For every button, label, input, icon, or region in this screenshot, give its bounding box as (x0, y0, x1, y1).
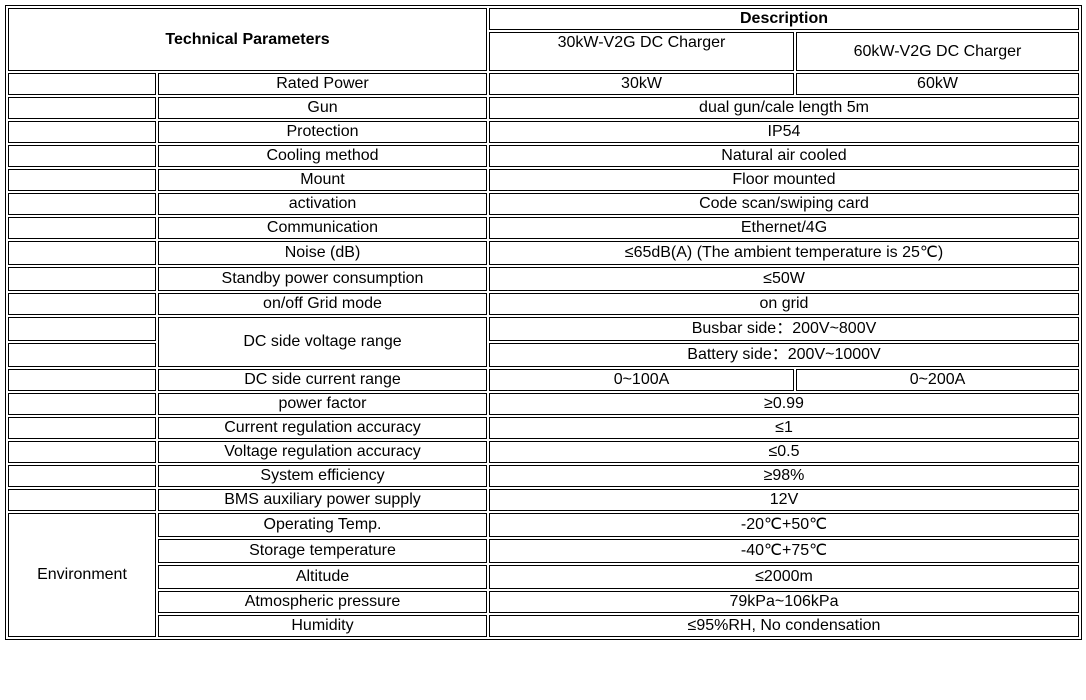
table-row: Rated Power 30kW 60kW (8, 73, 1079, 95)
table-row: Protection IP54 (8, 121, 1079, 143)
table-row: DC side voltage range Busbar side：200V~8… (8, 317, 1079, 367)
value-cell: Code scan/swiping card (489, 193, 1079, 215)
value-60kw-cell: 60kW (796, 73, 1079, 95)
empty-cell (8, 417, 156, 439)
param-cell: Cooling method (158, 145, 487, 167)
empty-cell (8, 489, 156, 511)
description-header: Description (489, 8, 1079, 30)
param-cell: on/off Grid mode (158, 293, 487, 315)
value-cell: on grid (489, 293, 1079, 315)
value-60kw-cell: 0~200A (796, 369, 1079, 391)
technical-parameters-header: Technical Parameters (8, 8, 487, 71)
value-cell: Floor mounted (489, 169, 1079, 191)
value-cell: Busbar side：200V~800V (489, 317, 1079, 341)
value-30kw-cell: 0~100A (489, 369, 794, 391)
technical-parameters-table: Technical Parameters Description 30kW-V2… (5, 5, 1082, 640)
param-cell: Communication (158, 217, 487, 239)
value-cell: Ethernet/4G (489, 217, 1079, 239)
table-row: Mount Floor mounted (8, 169, 1079, 191)
param-cell: Humidity (158, 615, 487, 637)
param-cell: Operating Temp. (158, 513, 487, 537)
value-cell: Battery side：200V~1000V (489, 343, 1079, 367)
empty-cell (8, 369, 156, 391)
empty-cell (8, 393, 156, 415)
empty-cell (8, 193, 156, 215)
table-row: System efficiency ≥98% (8, 465, 1079, 487)
table-row: Noise (dB) ≤65dB(A) (The ambient temperat… (8, 241, 1079, 265)
value-cell: ≤1 (489, 417, 1079, 439)
empty-cell (8, 121, 156, 143)
value-cell: -40℃+75℃ (489, 539, 1079, 563)
empty-cell (8, 241, 156, 265)
table-row: Atmospheric pressure 79kPa~106kPa (8, 591, 1079, 613)
table-row: Humidity ≤95%RH, No condensation (8, 615, 1079, 637)
empty-cell (8, 267, 156, 291)
table-row: Storage temperature -40℃+75℃ (8, 539, 1079, 563)
value-cell: Natural air cooled (489, 145, 1079, 167)
param-cell: DC side voltage range (158, 317, 487, 367)
table-row: on/off Grid mode on grid (8, 293, 1079, 315)
table-row: Environment Operating Temp. -20℃+50℃ (8, 513, 1079, 637)
param-cell: Storage temperature (158, 539, 487, 563)
value-cell: ≤95%RH, No condensation (489, 615, 1079, 637)
empty-cell (8, 97, 156, 119)
value-cell: -20℃+50℃ (489, 513, 1079, 537)
param-cell: Protection (158, 121, 487, 143)
table-row: Current regulation accuracy ≤1 (8, 417, 1079, 439)
table-row: Voltage regulation accuracy ≤0.5 (8, 441, 1079, 463)
param-cell: Current regulation accuracy (158, 417, 487, 439)
table-row: power factor ≥0.99 (8, 393, 1079, 415)
value-cell: dual gun/cale length 5m (489, 97, 1079, 119)
param-cell: BMS auxiliary power supply (158, 489, 487, 511)
value-cell: IP54 (489, 121, 1079, 143)
header-row: Technical Parameters Description (8, 8, 1079, 71)
value-cell: ≥98% (489, 465, 1079, 487)
param-cell: Noise (dB) (158, 241, 487, 265)
table-row: Gun dual gun/cale length 5m (8, 97, 1079, 119)
param-cell: Mount (158, 169, 487, 191)
table-row: DC side current range 0~100A 0~200A (8, 369, 1079, 391)
param-cell: Voltage regulation accuracy (158, 441, 487, 463)
value-cell: 12V (489, 489, 1079, 511)
table-row: Standby power consumption ≤50W (8, 267, 1079, 291)
param-cell: System efficiency (158, 465, 487, 487)
param-cell: Altitude (158, 565, 487, 589)
model-header-row: 30kW-V2G DC Charger 60kW-V2G DC Charger (8, 32, 1079, 71)
param-cell: Atmospheric pressure (158, 591, 487, 613)
value-cell: ≤50W (489, 267, 1079, 291)
empty-cell (8, 293, 156, 315)
empty-cell (8, 145, 156, 167)
empty-cell (8, 465, 156, 487)
empty-cell (8, 217, 156, 239)
empty-cell (8, 73, 156, 95)
param-cell: Gun (158, 97, 487, 119)
empty-cell (8, 441, 156, 463)
table-row: BMS auxiliary power supply 12V (8, 489, 1079, 511)
param-cell: Rated Power (158, 73, 487, 95)
param-cell: Standby power consumption (158, 267, 487, 291)
model-30kw-header: 30kW-V2G DC Charger (489, 32, 794, 71)
table-row: activation Code scan/swiping card (8, 193, 1079, 215)
value-cell: ≥0.99 (489, 393, 1079, 415)
param-cell: DC side current range (158, 369, 487, 391)
value-cell: ≤0.5 (489, 441, 1079, 463)
empty-cell (8, 343, 156, 367)
table-row: Cooling method Natural air cooled (8, 145, 1079, 167)
model-60kw-header: 60kW-V2G DC Charger (796, 32, 1079, 71)
empty-cell (8, 317, 156, 341)
table-row: Battery side：200V~1000V (8, 343, 1079, 367)
param-cell: activation (158, 193, 487, 215)
value-30kw-cell: 30kW (489, 73, 794, 95)
value-cell: ≤65dB(A) (The ambient temperature is 25℃… (489, 241, 1079, 265)
empty-cell (8, 169, 156, 191)
environment-label: Environment (8, 513, 156, 637)
value-cell: 79kPa~106kPa (489, 591, 1079, 613)
table-row: Communication Ethernet/4G (8, 217, 1079, 239)
value-cell: ≤2000m (489, 565, 1079, 589)
param-cell: power factor (158, 393, 487, 415)
table-row: Altitude ≤2000m (8, 565, 1079, 589)
